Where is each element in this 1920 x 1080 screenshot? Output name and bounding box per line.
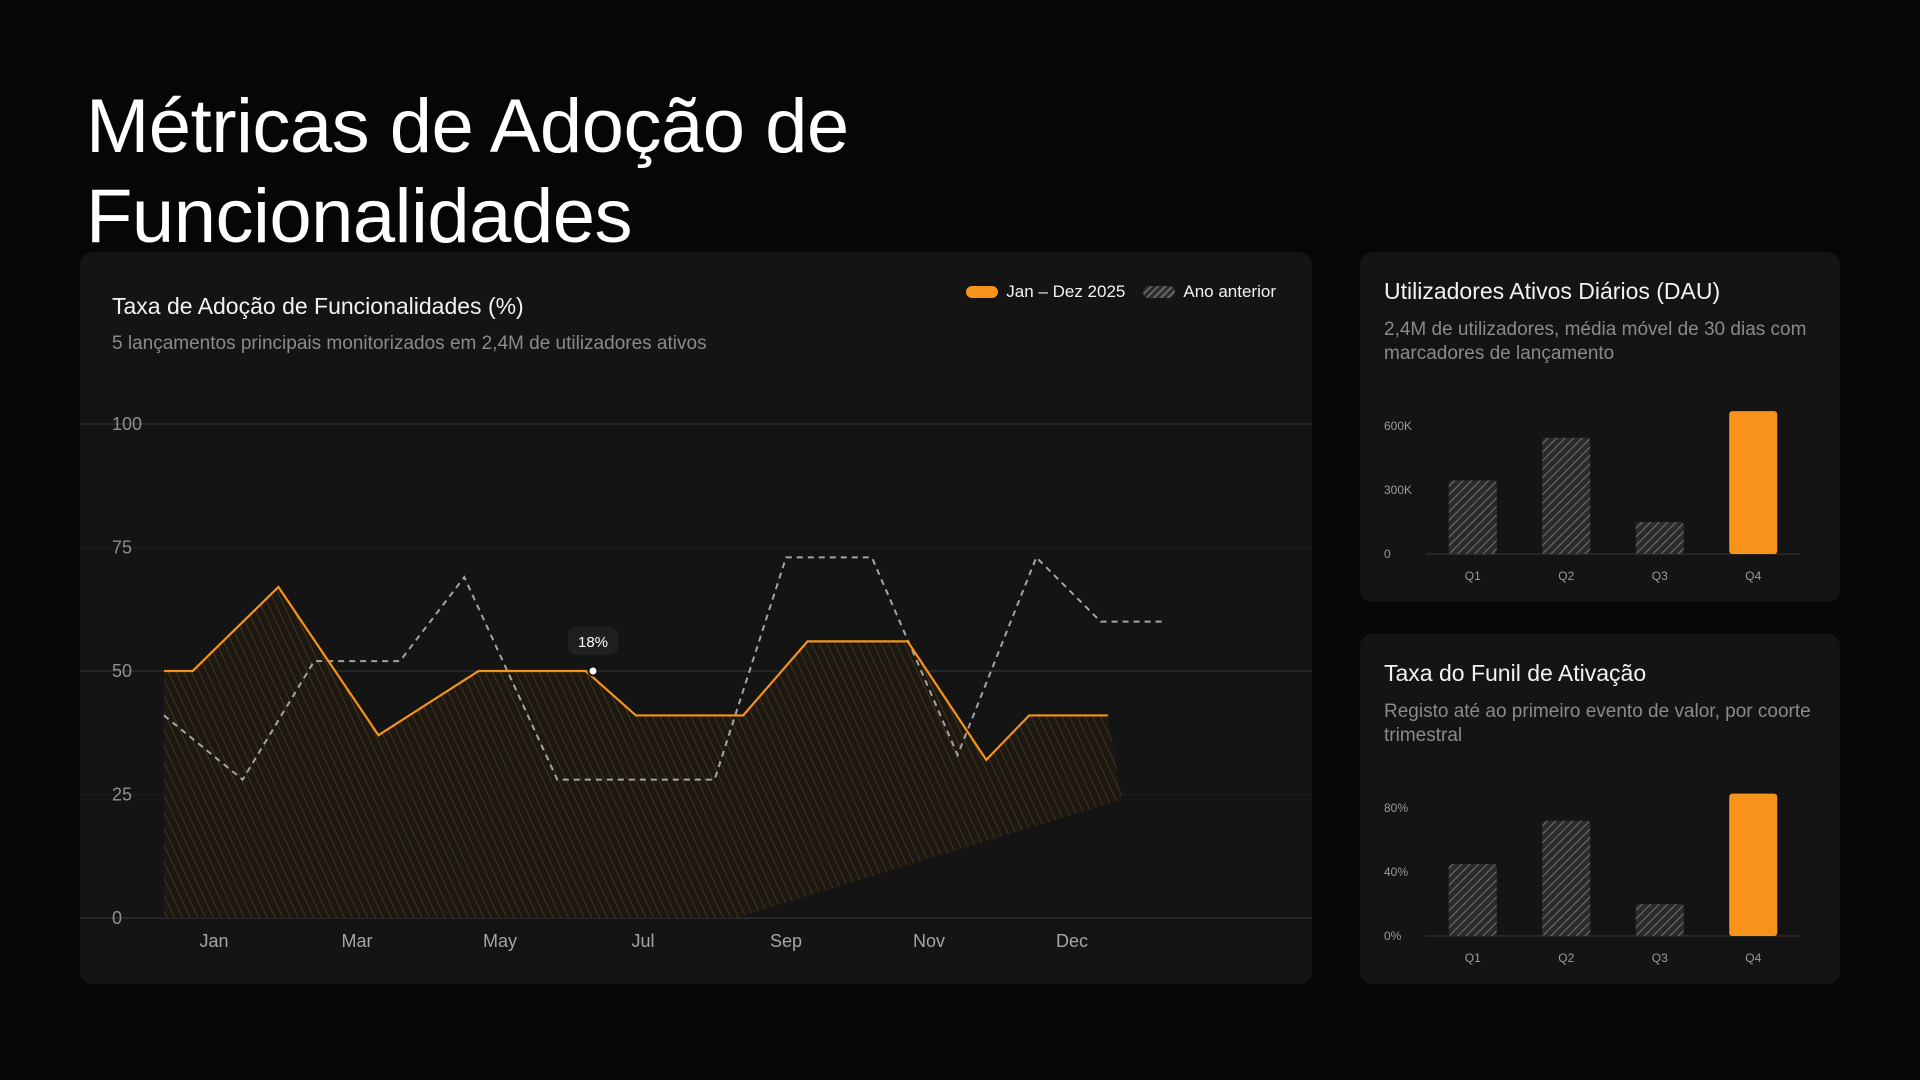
page-title: Métricas de Adoção de Funcionalidades [86, 84, 849, 259]
x-tick-label: Q3 [1652, 951, 1668, 965]
x-tick-label: Q3 [1652, 569, 1668, 583]
x-tick-label: Nov [913, 931, 945, 951]
x-tick-label: Q2 [1558, 951, 1574, 965]
y-tick-label: 0 [1384, 547, 1391, 561]
x-tick-label: Mar [342, 931, 373, 951]
bar-q4-funnel [1729, 793, 1778, 936]
y-tick-label: 80% [1384, 801, 1408, 815]
bar-q4-dau [1729, 411, 1778, 554]
chart-legend: Jan – Dez 2025 Ano anterior [966, 282, 1276, 302]
y-tick-label: 0 [112, 908, 122, 928]
funnel-bar-chart: 0% 40% 80% Q1 Q2 Q3 Q4 [1384, 793, 1800, 965]
bar-q3-dau [1635, 522, 1684, 554]
x-tick-label: Q2 [1558, 569, 1574, 583]
bar-q1-dau [1448, 480, 1497, 554]
dau-card: Utilizadores Ativos Diários (DAU) 2,4M d… [1360, 252, 1840, 602]
y-tick-label: 0% [1384, 929, 1402, 943]
x-tick-label: Q1 [1465, 951, 1481, 965]
y-tick-label: 100 [112, 414, 142, 434]
tooltip-box [568, 627, 618, 655]
y-tick-label: 50 [112, 661, 132, 681]
dau-subtitle: 2,4M de utilizadores, média móvel de 30 … [1384, 319, 1807, 364]
chart-subtitle: 5 lançamentos principais monitorizados e… [112, 333, 707, 354]
legend-previous-label: Ano anterior [1183, 282, 1276, 301]
x-tick-label: Sep [770, 931, 802, 951]
legend-swatch-previous [1143, 286, 1176, 298]
adoption-line-chart: 0 25 50 75 100 Jan Mar May Jul Sep Nov Dec 18% [80, 414, 1312, 951]
adoption-area-fill [164, 587, 1123, 918]
legend-current-label: Jan – Dez 2025 [1006, 282, 1126, 301]
bar-q2-funnel [1542, 820, 1591, 936]
x-tick-label: Dec [1056, 931, 1088, 951]
dau-title: Utilizadores Ativos Diários (DAU) [1384, 278, 1721, 304]
highlight-point [587, 665, 599, 677]
y-tick-label: 25 [112, 785, 132, 805]
legend-swatch-current [966, 286, 999, 298]
funnel-title: Taxa do Funil de Ativação [1384, 660, 1647, 686]
y-tick-label: 300K [1384, 483, 1412, 497]
legend-previous[interactable]: Ano anterior [1143, 282, 1276, 302]
x-tick-label: Q1 [1465, 569, 1481, 583]
x-tick-label: Q4 [1745, 951, 1761, 965]
series-line-current-year [164, 585, 1108, 762]
x-tick-label: Q4 [1745, 569, 1761, 583]
x-tick-label: Jan [200, 931, 229, 951]
bar-q2-dau [1542, 437, 1591, 554]
x-tick-label: May [483, 931, 517, 951]
funnel-card: Taxa do Funil de Ativação Registo até ao… [1360, 634, 1840, 984]
y-tick-label: 40% [1384, 865, 1408, 879]
tooltip-label: 18% [578, 634, 608, 651]
bar-q1-funnel [1448, 864, 1497, 936]
bar-q3-funnel [1635, 904, 1684, 936]
adoption-rate-card: 0 25 50 75 100 Jan Mar May Jul Sep Nov Dec 18% Tax… [80, 252, 1312, 984]
chart-title: Taxa de Adoção de Funcionalidades (%) [112, 293, 524, 319]
x-tick-label: Jul [632, 931, 655, 951]
dau-bar-chart: 0 300K 600K Q1 Q2 Q3 Q4 [1384, 411, 1800, 583]
y-tick-label: 600K [1384, 419, 1412, 433]
funnel-subtitle: Registo até ao primeiro evento de valor,… [1384, 701, 1811, 746]
legend-current[interactable]: Jan – Dez 2025 [966, 282, 1125, 302]
y-tick-label: 75 [112, 538, 132, 558]
